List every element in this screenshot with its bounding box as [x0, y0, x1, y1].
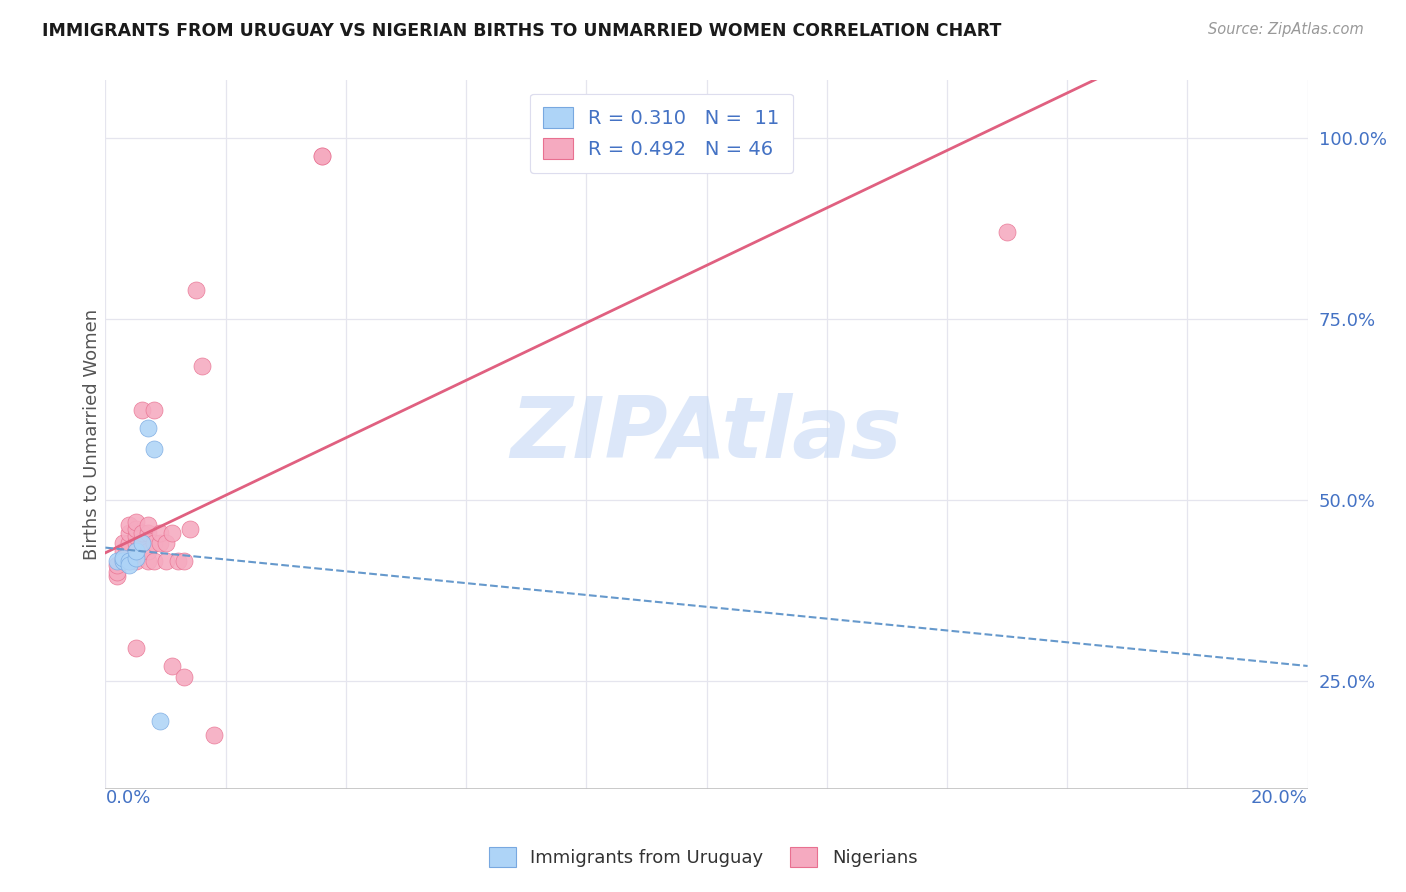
- Point: [148, 714, 170, 728]
- Point: [136, 543, 159, 558]
- Point: [136, 525, 159, 540]
- Point: [124, 543, 146, 558]
- Point: [112, 536, 135, 550]
- Point: [131, 525, 153, 540]
- Point: [136, 518, 159, 533]
- Point: [124, 641, 146, 656]
- Point: [124, 554, 146, 568]
- Point: [148, 525, 170, 540]
- Point: [107, 554, 129, 568]
- Legend: Immigrants from Uruguay, Nigerians: Immigrants from Uruguay, Nigerians: [481, 839, 925, 874]
- Point: [107, 569, 129, 583]
- Point: [142, 402, 165, 417]
- Point: [118, 543, 141, 558]
- Point: [118, 558, 141, 573]
- Point: [131, 536, 153, 550]
- Point: [202, 728, 225, 742]
- Point: [112, 550, 135, 565]
- Point: [124, 536, 146, 550]
- Point: [118, 525, 141, 540]
- Point: [142, 442, 165, 457]
- Point: [184, 283, 207, 297]
- Text: Source: ZipAtlas.com: Source: ZipAtlas.com: [1208, 22, 1364, 37]
- Point: [118, 518, 141, 533]
- Point: [112, 550, 135, 565]
- Point: [155, 554, 177, 568]
- Point: [118, 550, 141, 565]
- Point: [118, 554, 141, 568]
- Point: [173, 554, 195, 568]
- Point: [160, 525, 183, 540]
- Point: [142, 536, 165, 550]
- Point: [160, 659, 183, 673]
- Point: [131, 402, 153, 417]
- Point: [190, 359, 212, 373]
- Y-axis label: Births to Unmarried Women: Births to Unmarried Women: [83, 310, 101, 560]
- Text: 0.0%: 0.0%: [105, 789, 150, 807]
- Point: [136, 554, 159, 568]
- Point: [311, 149, 333, 163]
- Point: [107, 558, 129, 573]
- Point: [124, 550, 146, 565]
- Point: [112, 554, 135, 568]
- Point: [124, 515, 146, 529]
- Text: 20.0%: 20.0%: [1251, 789, 1308, 807]
- Point: [112, 554, 135, 568]
- Point: [107, 566, 129, 580]
- Point: [118, 536, 141, 550]
- Point: [311, 149, 333, 163]
- Point: [118, 554, 141, 568]
- Legend: R = 0.310   N =  11, R = 0.492   N = 46: R = 0.310 N = 11, R = 0.492 N = 46: [530, 94, 793, 173]
- Point: [179, 522, 201, 536]
- Point: [155, 536, 177, 550]
- Point: [112, 543, 135, 558]
- Point: [142, 554, 165, 568]
- Text: ZIPAtlas: ZIPAtlas: [510, 393, 903, 476]
- Point: [995, 225, 1018, 239]
- Text: IMMIGRANTS FROM URUGUAY VS NIGERIAN BIRTHS TO UNMARRIED WOMEN CORRELATION CHART: IMMIGRANTS FROM URUGUAY VS NIGERIAN BIRT…: [42, 22, 1001, 40]
- Point: [173, 670, 195, 684]
- Point: [124, 543, 146, 558]
- Point: [131, 536, 153, 550]
- Point: [124, 522, 146, 536]
- Point: [124, 529, 146, 543]
- Point: [148, 536, 170, 550]
- Point: [166, 554, 188, 568]
- Point: [136, 420, 159, 434]
